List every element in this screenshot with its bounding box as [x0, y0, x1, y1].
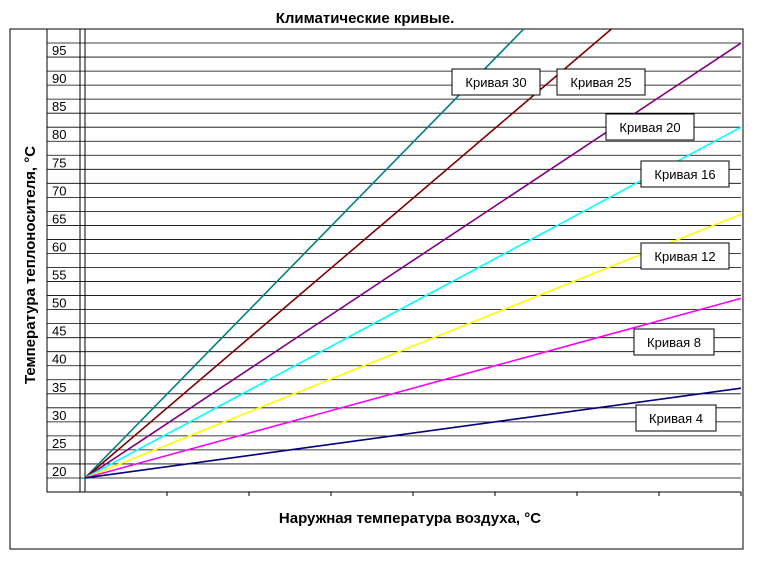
- y-tick-label: 25: [52, 436, 66, 451]
- curve-label: Кривая 4: [635, 404, 717, 432]
- series-line: [84, 126, 742, 479]
- series-line: [84, 28, 525, 479]
- curve-label-text: Кривая 30: [465, 75, 526, 90]
- y-tick-label: 45: [52, 324, 66, 339]
- curve-label-box: [556, 68, 646, 96]
- y-tick-label: 50: [52, 296, 66, 311]
- y-tick-label: 85: [52, 99, 66, 114]
- curve-label-box: [605, 113, 695, 141]
- curve-label-text: Кривая 20: [619, 120, 680, 135]
- curve-label-box: [635, 404, 717, 432]
- chart-area-border: [9, 28, 744, 550]
- curve-label-box: [640, 160, 730, 188]
- y-tick-label: 95: [52, 43, 66, 58]
- series-line: [84, 297, 742, 479]
- y-tick-label: 80: [52, 127, 66, 142]
- curve-label-text: Кривая 25: [570, 75, 631, 90]
- curve-label: Кривая 30: [451, 68, 541, 96]
- series-line: [84, 387, 742, 479]
- curve-label: Кривая 8: [633, 328, 715, 356]
- curve-label-text: Кривая 4: [649, 411, 703, 426]
- y-tick-label: 90: [52, 71, 66, 86]
- curve-label-box: [633, 328, 715, 356]
- curve-label: Кривая 20: [605, 113, 695, 141]
- y-tick-label: 60: [52, 239, 66, 254]
- series-line: [84, 213, 742, 479]
- y-tick-label: 20: [52, 464, 66, 479]
- curve-label: Кривая 12: [640, 242, 730, 270]
- y-axis-title: Температура теплоносителя, °C: [22, 146, 39, 384]
- y-tick-label: 40: [52, 352, 66, 367]
- curve-label-box: [640, 242, 730, 270]
- y-tick-label: 65: [52, 211, 66, 226]
- x-axis-title: Наружная температура воздуха, °C: [279, 510, 541, 527]
- y-tick-label: 70: [52, 183, 66, 198]
- y-tick-label: 75: [52, 155, 66, 170]
- y-tick-label: 30: [52, 408, 66, 423]
- curve-label-text: Кривая 12: [654, 249, 715, 264]
- chart-title: Климатические кривые.: [276, 10, 455, 27]
- curve-label-text: Кривая 16: [654, 167, 715, 182]
- series-line: [84, 28, 612, 479]
- y-tick-label: 35: [52, 380, 66, 395]
- curve-label: Кривая 16: [640, 160, 730, 188]
- curve-label-text: Кривая 8: [647, 335, 701, 350]
- curve-label-box: [451, 68, 541, 96]
- curve-label: Кривая 25: [556, 68, 646, 96]
- y-tick-label: 55: [52, 268, 66, 283]
